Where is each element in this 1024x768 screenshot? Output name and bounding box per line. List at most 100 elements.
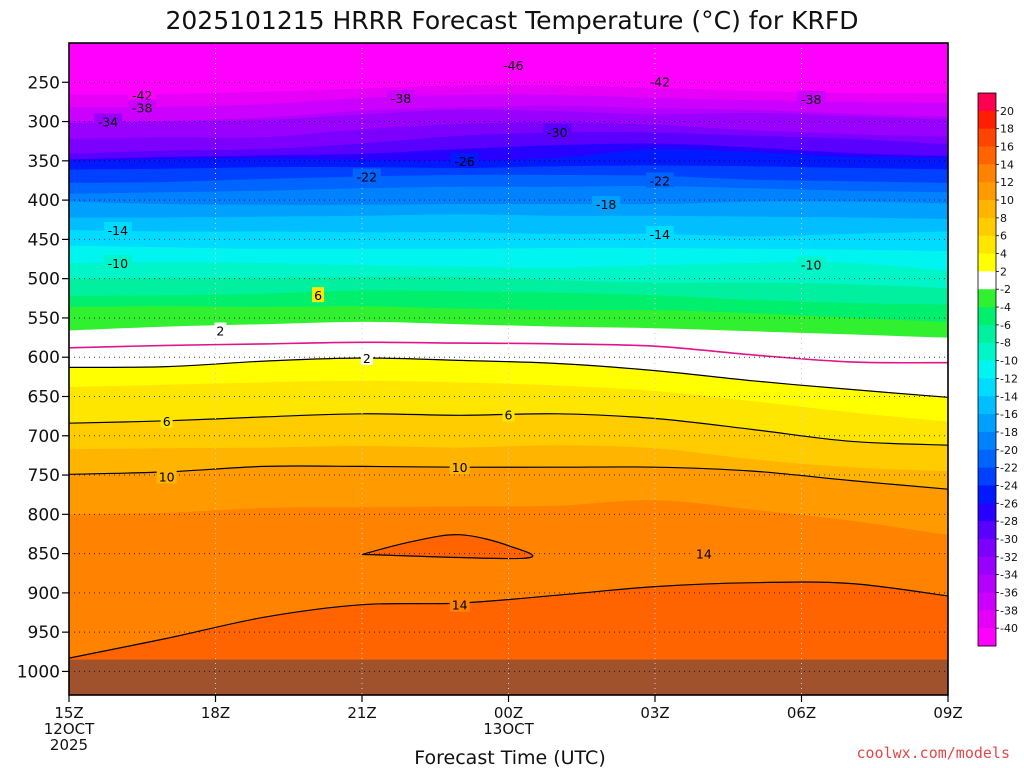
colorbar-swatch xyxy=(978,217,996,237)
colorbar-label: 18 xyxy=(1000,123,1014,136)
colorbar-label: -2 xyxy=(1000,283,1011,296)
contour-label-bg xyxy=(160,412,173,428)
colorbar-swatch xyxy=(978,431,996,451)
y-tick-label: 850 xyxy=(28,545,60,565)
x-tick-label: 06Z xyxy=(787,704,816,722)
contour-label-bg xyxy=(352,168,381,184)
colorbar-swatch xyxy=(978,289,996,308)
contour-label: -26 xyxy=(454,154,474,169)
contour-label-bg xyxy=(214,322,227,338)
contour-label: 6 xyxy=(314,288,322,303)
contour-label-bg xyxy=(797,256,826,272)
contour-label: 14 xyxy=(696,547,712,562)
x-tick-label: 00Z xyxy=(494,704,523,722)
colorbar-label: -32 xyxy=(1000,551,1018,564)
contour-label-bg xyxy=(312,287,325,303)
contour-label-bg xyxy=(592,196,621,212)
x-tick-label: 12OCT xyxy=(44,720,95,738)
contour-label: -30 xyxy=(547,125,567,140)
colorbar-swatch xyxy=(978,521,996,540)
contour-label: 10 xyxy=(452,460,468,475)
colorbar-label: 14 xyxy=(1000,158,1014,171)
colorbar-swatch xyxy=(978,360,996,379)
colorbar-swatch xyxy=(978,93,996,112)
plot-area: -46-42-42-38-38 -38-34-30-26-22 -22-18-14-… xyxy=(68,42,949,696)
colorbar-swatch xyxy=(978,164,996,183)
contour-label: -38 xyxy=(391,91,411,106)
x-tick-label: 18Z xyxy=(201,704,230,722)
contour-label: 10 xyxy=(159,470,175,485)
contour-label-bg xyxy=(797,90,826,106)
colorbar-label: -26 xyxy=(1000,497,1018,510)
colorbar-label: 4 xyxy=(1000,248,1007,261)
contour-label: 2 xyxy=(363,351,371,366)
contour-label: -18 xyxy=(596,197,616,212)
colorbar-label: -14 xyxy=(1000,390,1018,403)
contour-label-bg xyxy=(645,172,674,188)
chart-title: 2025101215 HRRR Forecast Temperature (°C… xyxy=(165,6,858,35)
y-tick-label: 450 xyxy=(28,230,60,250)
colorbar-label: 16 xyxy=(1000,141,1014,154)
colorbar-swatch xyxy=(978,592,996,611)
contour-label: -38 xyxy=(801,92,821,107)
colorbar-swatch xyxy=(978,467,996,486)
contour-label-bg xyxy=(103,221,132,237)
contour-label-bg xyxy=(156,468,177,484)
colorbar-swatch xyxy=(978,235,996,254)
contour-line-14 xyxy=(69,581,948,659)
x-tick-label: 15Z xyxy=(54,704,83,722)
contour-label: -46 xyxy=(503,58,523,73)
contour-line-2 xyxy=(69,357,948,398)
contour-label: -38 xyxy=(132,100,152,115)
contour-label-bg xyxy=(128,99,157,115)
contour-label: -10 xyxy=(801,258,821,273)
warm-cell-14 xyxy=(361,534,534,560)
contour-label: 2 xyxy=(216,324,224,339)
filled-contours: -46-42-42-38-38 -38-34-30-26-22 -22-18-14-… xyxy=(69,43,948,695)
colorbar-swatch xyxy=(978,146,996,165)
contour-label-bg xyxy=(103,254,132,270)
colorbar-label: -10 xyxy=(1000,355,1018,368)
y-tick-label: 550 xyxy=(28,309,60,329)
contour-label-bg xyxy=(543,123,572,139)
colorbar-label: 10 xyxy=(1000,194,1014,207)
y-tick-label: 250 xyxy=(28,73,60,93)
contour-label: -14 xyxy=(108,223,128,238)
colorbar-swatch xyxy=(978,271,996,290)
colorbar-label: -24 xyxy=(1000,479,1018,492)
y-tick-label: 600 xyxy=(28,348,60,368)
x-tick-label: 03Z xyxy=(640,704,669,722)
colorbar-swatch xyxy=(978,324,996,344)
colorbar-swatch xyxy=(978,610,996,629)
contour-label: -10 xyxy=(108,256,128,271)
y-tick-label: 900 xyxy=(28,584,60,604)
contour-label: 6 xyxy=(505,408,513,423)
colorbar-swatch xyxy=(978,110,996,130)
colorbar-swatch xyxy=(978,182,996,201)
colorbar-swatch xyxy=(978,396,996,415)
y-tick-label: 650 xyxy=(28,387,60,407)
x-tick-label: 13OCT xyxy=(483,720,534,738)
colorbar-label: 6 xyxy=(1000,230,1007,243)
colorbar-swatch xyxy=(978,574,996,593)
colorbar-label: -6 xyxy=(1000,319,1011,332)
colorbar-label: -18 xyxy=(1000,426,1018,439)
colorbar-label: -20 xyxy=(1000,444,1018,457)
y-tick-label: 500 xyxy=(28,270,60,290)
colorbar-label: -22 xyxy=(1000,462,1018,475)
colorbar-swatch xyxy=(978,378,996,397)
colorbar-swatch xyxy=(978,128,996,147)
colorbar-swatch xyxy=(978,342,996,361)
colorbar-label: -34 xyxy=(1000,569,1018,582)
colorbar-swatch xyxy=(978,538,996,558)
colorbar-swatch xyxy=(978,200,996,219)
x-axis-label: Forecast Time (UTC) xyxy=(414,747,605,768)
contour-label-bg xyxy=(387,89,416,105)
colorbar-label: -38 xyxy=(1000,604,1018,617)
y-tick-label: 700 xyxy=(28,427,60,447)
colorbar-label: -8 xyxy=(1000,337,1011,350)
contour-label: -42 xyxy=(650,74,670,89)
contour-label: -42 xyxy=(132,88,152,103)
y-tick-label: 300 xyxy=(28,113,60,133)
